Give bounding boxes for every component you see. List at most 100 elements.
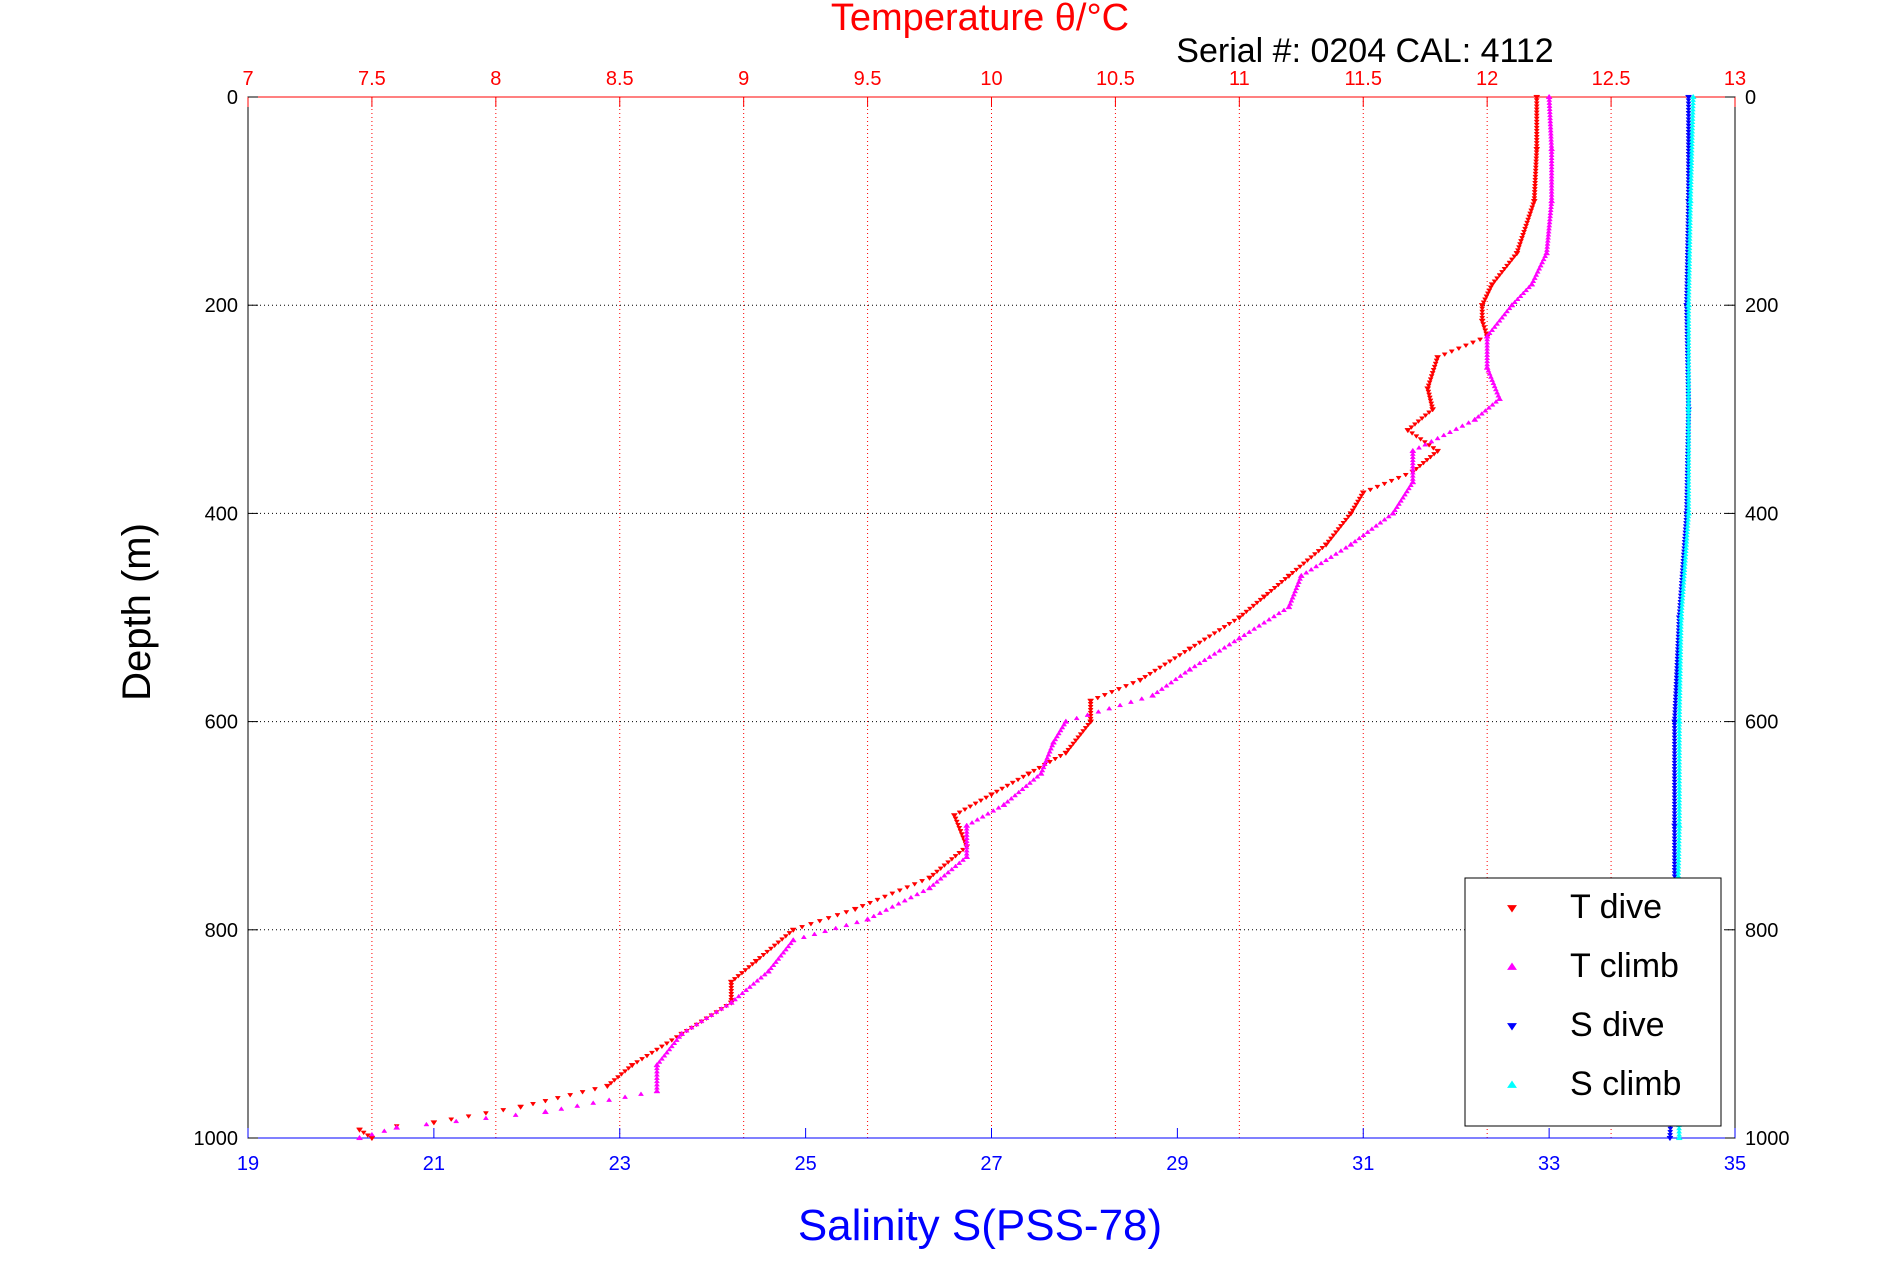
data-point [1216, 628, 1223, 633]
data-point [764, 949, 771, 955]
data-point [1342, 517, 1349, 523]
data-point [960, 857, 966, 862]
data-point [1335, 527, 1342, 532]
temp-tick-label: 11.5 [1345, 68, 1382, 90]
data-point [1427, 398, 1434, 404]
temp-tick-label: 7 [242, 68, 253, 90]
data-point [1515, 245, 1522, 250]
data-point [1666, 1135, 1674, 1142]
data-point [1685, 139, 1692, 144]
data-point [1485, 405, 1492, 410]
data-point [1303, 570, 1310, 575]
data-point [1052, 736, 1059, 742]
data-point [1246, 606, 1253, 612]
data-point [663, 1049, 670, 1055]
data-point [1519, 236, 1525, 241]
data-point [541, 1108, 549, 1115]
data-point [1246, 629, 1253, 634]
data-point [1342, 545, 1349, 550]
data-point [1087, 698, 1095, 704]
data-point [937, 876, 944, 881]
data-point [1393, 504, 1400, 509]
data-point [1482, 297, 1489, 302]
data-point [1080, 729, 1087, 734]
sal-tick-label: 29 [1166, 1153, 1188, 1175]
data-point [764, 968, 772, 974]
temp-tick-label: 9.5 [854, 68, 882, 90]
data-point [603, 1083, 611, 1090]
data-point [1356, 496, 1363, 502]
data-point [656, 1059, 663, 1064]
data-point [1673, 681, 1680, 687]
data-point [1328, 554, 1334, 559]
data-point [1425, 389, 1432, 395]
data-point [780, 950, 787, 955]
data-point [1009, 780, 1016, 786]
data-point [1426, 380, 1433, 385]
data-point [1152, 668, 1159, 674]
data-point [995, 805, 1002, 810]
data-point [1667, 1133, 1674, 1138]
data-point [1481, 325, 1488, 330]
data-point [1528, 208, 1535, 213]
data-point [1533, 144, 1540, 149]
data-point [1373, 523, 1380, 528]
data-point [622, 1069, 629, 1074]
data-point [1685, 133, 1692, 138]
data-point [1672, 710, 1678, 715]
data-point [1426, 395, 1433, 401]
data-point [867, 900, 874, 906]
data-point [1278, 580, 1285, 585]
data-point [1671, 719, 1679, 725]
data-point [1506, 260, 1513, 266]
data-point [1409, 431, 1416, 436]
data-point [1117, 702, 1124, 708]
legend-marker [1507, 1023, 1517, 1031]
data-point [1441, 352, 1448, 357]
data-point [1685, 120, 1692, 125]
data-point [1101, 693, 1108, 698]
data-point [983, 795, 990, 801]
data-point [1257, 597, 1264, 603]
data-point [967, 804, 974, 810]
data-point [1491, 279, 1498, 284]
depth-axis: 0 0 200 200 400 400 600 600 800 800 1000 1000 [194, 87, 1790, 1150]
chart-title: Temperature θ/°C [831, 0, 1129, 39]
data-point [1671, 773, 1678, 778]
data-point [1673, 688, 1679, 693]
data-point [1428, 401, 1435, 407]
data-point [853, 919, 860, 925]
data-point [1008, 795, 1015, 801]
data-point [957, 829, 964, 834]
data-point [1082, 726, 1089, 731]
data-point [832, 925, 839, 931]
data-point [611, 1078, 618, 1083]
data-point [1531, 187, 1538, 192]
data-point [1239, 612, 1246, 618]
data-point [1201, 657, 1208, 662]
data-point [961, 807, 968, 813]
data-point [512, 1112, 519, 1117]
temp-tick-label: 13 [1724, 68, 1746, 90]
data-point [1000, 801, 1008, 807]
data-point [1479, 315, 1486, 321]
data-point [1264, 591, 1271, 597]
data-point [1671, 764, 1678, 769]
data-point [381, 1128, 388, 1133]
data-point [752, 958, 760, 965]
data-point [1496, 395, 1504, 401]
data-point [746, 965, 752, 970]
data-point [1671, 735, 1678, 741]
data-point [1315, 549, 1322, 554]
data-point [1389, 510, 1397, 516]
data-point [956, 860, 963, 865]
data-point [1250, 603, 1257, 609]
data-point [779, 937, 786, 942]
data-point [1256, 623, 1263, 628]
data-point [1360, 532, 1367, 538]
data-point [1177, 673, 1184, 678]
data-point [1333, 551, 1339, 556]
data-point [1465, 420, 1472, 425]
data-point [1453, 426, 1460, 431]
data-point [1364, 529, 1371, 534]
